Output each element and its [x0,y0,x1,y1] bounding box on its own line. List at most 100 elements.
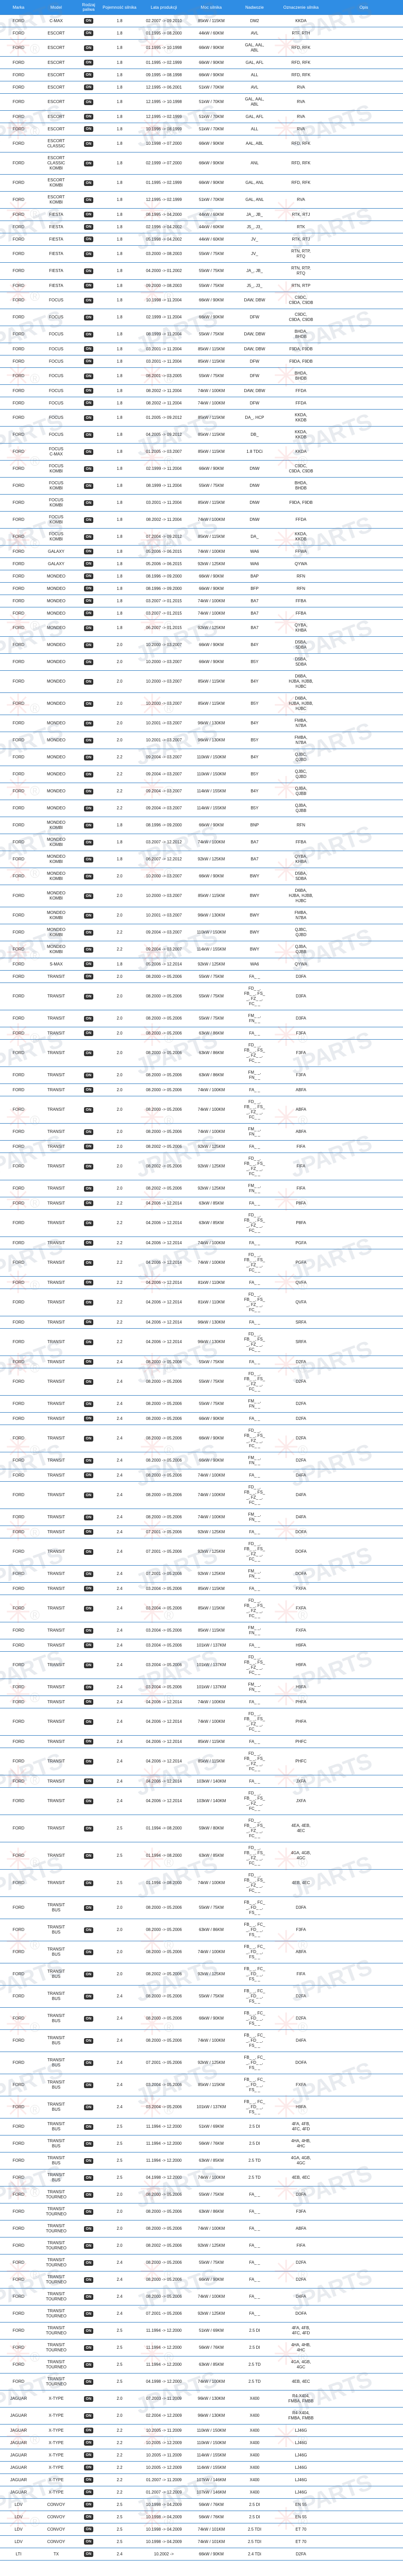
table-row[interactable]: FORD ESCORT KOMBI ON 1.8 12.1995 -> 02.1999 5… [0,191,403,209]
table-row[interactable]: FORD TRANSIT TOURNEO ON 2.0 08.2002 -> 05.20… [0,2237,403,2255]
table-row[interactable]: FORD TRANSIT ON 2.2 04.2006 -> 12.2014 96kW /… [0,1328,403,1356]
table-row[interactable]: FORD TRANSIT ON 2.0 08.2000 -> 05.2006 55kW /… [0,970,403,983]
table-row[interactable]: FORD S-MAX ON 1.8 05.2006 -> 12.2014 92kW / 1… [0,958,403,971]
table-row[interactable]: FORD ESCORT ON 1.8 12.1995 -> 06.2001 51kW / … [0,81,403,94]
column-header-marka[interactable]: Marka [0,0,37,15]
table-row[interactable]: FORD TRANSIT TOURNEO ON 2.0 08.2000 -> 05.20… [0,2203,403,2221]
table-row[interactable]: FORD TRANSIT BUS ON 2.0 08.2000 -> 05.2006 63… [0,1919,403,1941]
table-row[interactable]: FORD TRANSIT ON 2.2 04.2006 -> 12.2014 63kW /… [0,1209,403,1237]
table-row[interactable]: FORD MONDEO KOMBI ON 1.8 06.2007 -> 12.2012 9… [0,851,403,868]
table-row[interactable]: FORD ESCORT ON 1.8 09.1995 -> 08.1998 66kW / … [0,69,403,81]
table-row[interactable]: FORD FOCUS ON 1.8 03.2001 -> 11.2004 85kW / 1… [0,343,403,355]
table-row[interactable]: FORD TRANSIT BUS ON 2.0 08.2000 -> 05.2006 74… [0,1941,403,1963]
table-row[interactable]: FORD GALAXY ON 1.8 05.2006 -> 06.2015 92kW / … [0,557,403,570]
table-row[interactable]: FORD TRANSIT ON 2.4 08.2000 -> 05.2006 66kW /… [0,1412,403,1425]
table-row[interactable]: FORD TRANSIT ON 2.5 01.1994 -> 08.2000 59kW /… [0,1815,403,1842]
table-row[interactable]: FORD FIESTA ON 1.8 02.1996 -> 04.2002 44kW / … [0,221,403,233]
table-row[interactable]: FORD TRANSIT ON 2.0 08.2002 -> 05.2006 92kW /… [0,1180,403,1197]
table-row[interactable]: FORD TRANSIT ON 2.4 08.2000 -> 05.2006 74kW /… [0,1469,403,1482]
table-row[interactable]: FORD TRANSIT ON 2.0 08.2002 -> 05.2006 92kW /… [0,1153,403,1180]
table-row[interactable]: FORD TRANSIT TOURNEO ON 2.4 08.2000 -> 05.20… [0,2271,403,2289]
table-row[interactable]: FORD TRANSIT ON 2.0 08.2000 -> 05.2006 55kW /… [0,982,403,1010]
table-row[interactable]: FORD TRANSIT TOURNEO ON 2.4 08.2000 -> 05.20… [0,2254,403,2272]
table-row[interactable]: FORD FOCUS ON 1.8 08.2002 -> 11.2004 74kW / 1… [0,384,403,397]
table-row[interactable]: FORD TRANSIT ON 2.0 08.2000 -> 05.2006 74kW /… [0,1096,403,1124]
table-row[interactable]: FORD TRANSIT ON 2.4 03.2004 -> 05.2006 101kW … [0,1679,403,1696]
table-row[interactable]: FORD MONDEO KOMBI ON 2.0 10.2000 -> 03.2007 6… [0,868,403,885]
table-row[interactable]: FORD ESCORT ON 1.8 01.1995 -> 02.1999 66kW / … [0,56,403,69]
table-row[interactable]: FORD FOCUS ON 1.8 08.2001 -> 03.2005 55kW / 7… [0,367,403,385]
table-row[interactable]: FORD TRANSIT ON 2.4 03.2004 -> 05.2006 85kW /… [0,1595,403,1622]
table-row[interactable]: FORD TRANSIT ON 2.4 08.2000 -> 05.2006 74kW /… [0,1481,403,1509]
column-header-fuel[interactable]: Rodzaj paliwa [75,0,102,15]
table-row[interactable]: FORD MONDEO KOMBI ON 2.2 09.2004 -> 03.2007 1… [0,941,403,958]
table-row[interactable]: FORD MONDEO ON 2.2 09.2004 -> 03.2007 114kW /… [0,800,403,817]
table-row[interactable]: JAGUAR X-TYPE ON 2.2 10.2005 -> 11.2009 114kW… [0,2449,403,2462]
table-row[interactable]: FORD TRANSIT BUS ON 2.4 03.2004 -> 05.2006 85… [0,2074,403,2096]
table-row[interactable]: FORD TRANSIT ON 2.0 08.2002 -> 05.2006 92kW /… [0,1140,403,1153]
table-row[interactable]: LDV CONVOY ON 2.5 10.1998 -> 04.2009 56kW / 7… [0,2498,403,2511]
table-row[interactable]: FORD GALAXY ON 1.8 05.2006 -> 06.2015 74kW / … [0,545,403,558]
table-row[interactable]: FORD TRANSIT ON 2.4 04.2006 -> 12.2014 85kW /… [0,1735,403,1748]
table-row[interactable]: LDV CONVOY ON 2.5 10.1998 -> 04.2009 74kW / 1… [0,2535,403,2548]
table-row[interactable]: FORD FIESTA ON 1.8 05.1998 -> 04.2002 44kW / … [0,233,403,246]
table-row[interactable]: FORD MONDEO ON 2.2 09.2004 -> 03.2007 110kW /… [0,749,403,766]
table-row[interactable]: FORD TRANSIT BUS ON 2.5 11.1994 -> 12.2000 51… [0,2118,403,2136]
table-row[interactable]: FORD TRANSIT ON 2.4 07.2001 -> 05.2006 92kW /… [0,1526,403,1538]
table-row[interactable]: FORD TRANSIT ON 2.5 01.1994 -> 08.2000 63kW /… [0,1842,403,1870]
table-row[interactable]: FORD TRANSIT ON 2.4 08.2000 -> 05.2006 66kW /… [0,1452,403,1469]
table-row[interactable]: LTI TX ON 2.4 10.2002 -> 66kW / 90KM 2.4 TDi D2… [0,2548,403,2561]
table-row[interactable]: FORD TRANSIT TOURNEO ON 2.5 04.1998 -> 12.20… [0,2373,403,2391]
table-row[interactable]: FORD FIESTA ON 1.8 08.1995 -> 04.2000 44kW / … [0,208,403,221]
table-row[interactable]: FORD ESCORT ON 1.8 12.1995 -> 10.1998 51kW / … [0,93,403,111]
table-row[interactable]: LDV CONVOY ON 2.5 10.1998 -> 04.2009 74kW / 1… [0,2523,403,2536]
table-row[interactable]: FORD TRANSIT ON 2.0 08.2000 -> 05.2006 74kW /… [0,1123,403,1141]
table-row[interactable]: FORD ESCORT ON 1.8 10.1996 -> 08.1999 51kW / … [0,123,403,135]
table-row[interactable]: FORD TRANSIT BUS ON 2.0 08.2000 -> 05.2006 55… [0,1896,403,1919]
table-row[interactable]: FORD FOCUS ON 1.8 08.2002 -> 11.2004 74kW / 1… [0,397,403,410]
table-row[interactable]: FORD MONDEO ON 2.2 09.2004 -> 03.2007 110kW /… [0,766,403,783]
table-row[interactable]: FORD TRANSIT ON 2.4 08.2000 -> 05.2006 55kW /… [0,1355,403,1368]
table-row[interactable]: FORD TRANSIT ON 2.2 04.2006 -> 12.2014 81kW /… [0,1289,403,1316]
table-row[interactable]: FORD MONDEO ON 2.0 10.2000 -> 03.2007 85kW / … [0,692,403,715]
table-row[interactable]: FORD MONDEO KOMBI ON 2.2 09.2004 -> 03.2007 1… [0,924,403,941]
table-row[interactable]: FORD TRANSIT BUS ON 2.4 08.2000 -> 05.2006 74… [0,2029,403,2052]
table-row[interactable]: FORD TRANSIT TOURNEO ON 2.0 08.2000 -> 05.20… [0,2186,403,2204]
table-row[interactable]: FORD TRANSIT ON 2.4 07.2001 -> 05.2006 92kW /… [0,1565,403,1583]
table-row[interactable]: JAGUAR X-TYPE ON 2.2 01.2007 -> 12.2009 107kW… [0,2486,403,2499]
column-header-body[interactable]: Nadwozie [232,0,277,15]
table-row[interactable]: FORD TRANSIT ON 2.0 08.2000 -> 05.2006 63kW /… [0,1066,403,1084]
table-row[interactable]: FORD C-MAX ON 1.8 02.2007 -> 09.2010 85kW / 1… [0,14,403,27]
table-row[interactable]: FORD FOCUS KOMBI ON 1.8 08.1999 -> 11.2004 55… [0,477,403,495]
table-row[interactable]: FORD ESCORT ON 1.8 01.1995 -> 10.1998 66kW / … [0,39,403,57]
table-row[interactable]: FORD MONDEO ON 2.0 10.2000 -> 03.2007 85kW / … [0,670,403,693]
table-row[interactable]: FORD TRANSIT ON 2.4 03.2004 -> 05.2006 85kW /… [0,1582,403,1595]
table-row[interactable]: FORD TRANSIT ON 2.4 04.2006 -> 12.2014 103kW … [0,1787,403,1815]
table-row[interactable]: FORD MONDEO ON 2.0 10.2001 -> 03.2007 96kW / … [0,715,403,732]
table-row[interactable]: FORD FOCUS C-MAX ON 1.8 01.2005 -> 03.2007 85… [0,443,403,461]
column-header-capacity[interactable]: Pojemność silnika [102,0,137,15]
table-row[interactable]: FORD FOCUS ON 1.8 01.2005 -> 09.2012 85kW / 1… [0,409,403,427]
table-row[interactable]: FORD MONDEO ON 1.8 08.1996 -> 09.2000 66kW / … [0,570,403,583]
table-row[interactable]: FORD TRANSIT ON 2.4 03.2004 -> 05.2006 101kW … [0,1651,403,1679]
table-row[interactable]: FORD MONDEO ON 1.8 03.2007 -> 01.2015 74kW / … [0,607,403,620]
table-row[interactable]: FORD TRANSIT BUS ON 2.5 04.1998 -> 12.2000 74… [0,2169,403,2187]
table-row[interactable]: FORD FOCUS KOMBI ON 1.8 02.1999 -> 11.2004 66… [0,460,403,478]
table-row[interactable]: JAGUAR X-TYPE ON 2.0 02.2004 -> 12.2009 96kW … [0,2407,403,2425]
table-row[interactable]: FORD FOCUS ON 1.8 08.1999 -> 11.2004 55kW / 7… [0,326,403,343]
table-row[interactable]: FORD TRANSIT ON 2.2 04.2006 -> 12.2014 81kW /… [0,1276,403,1289]
table-row[interactable]: FORD MONDEO KOMBI ON 2.0 10.2000 -> 03.2007 8… [0,885,403,907]
table-row[interactable]: FORD TRANSIT ON 2.5 01.1994 -> 08.2000 74kW /… [0,1869,403,1897]
table-row[interactable]: FORD TRANSIT BUS ON 2.4 08.2000 -> 05.2006 55… [0,1985,403,2008]
table-row[interactable]: FORD TRANSIT TOURNEO ON 2.0 08.2000 -> 05.20… [0,2220,403,2238]
table-row[interactable]: FORD MONDEO ON 2.0 10.2000 -> 03.2007 66kW / … [0,653,403,671]
table-row[interactable]: FORD TRANSIT ON 2.4 03.2004 -> 05.2006 85kW /… [0,1622,403,1639]
table-row[interactable]: FORD TRANSIT ON 2.4 04.2006 -> 12.2014 85kW /… [0,1748,403,1775]
column-header-desc[interactable]: Opis [325,0,403,15]
table-row[interactable]: FORD TRANSIT ON 2.4 07.2001 -> 05.2006 92kW /… [0,1538,403,1566]
table-row[interactable]: FORD TRANSIT ON 2.2 04.2006 -> 12.2014 63kW /… [0,1197,403,1210]
table-row[interactable]: FORD TRANSIT BUS ON 2.5 11.1994 -> 12.2000 63… [0,2152,403,2170]
table-row[interactable]: FORD TRANSIT TOURNEO ON 2.4 08.2000 -> 05.20… [0,2288,403,2306]
column-header-model[interactable]: Model [37,0,75,15]
table-row[interactable]: FORD FIESTA ON 1.8 09.2000 -> 08.2003 55kW / … [0,279,403,292]
